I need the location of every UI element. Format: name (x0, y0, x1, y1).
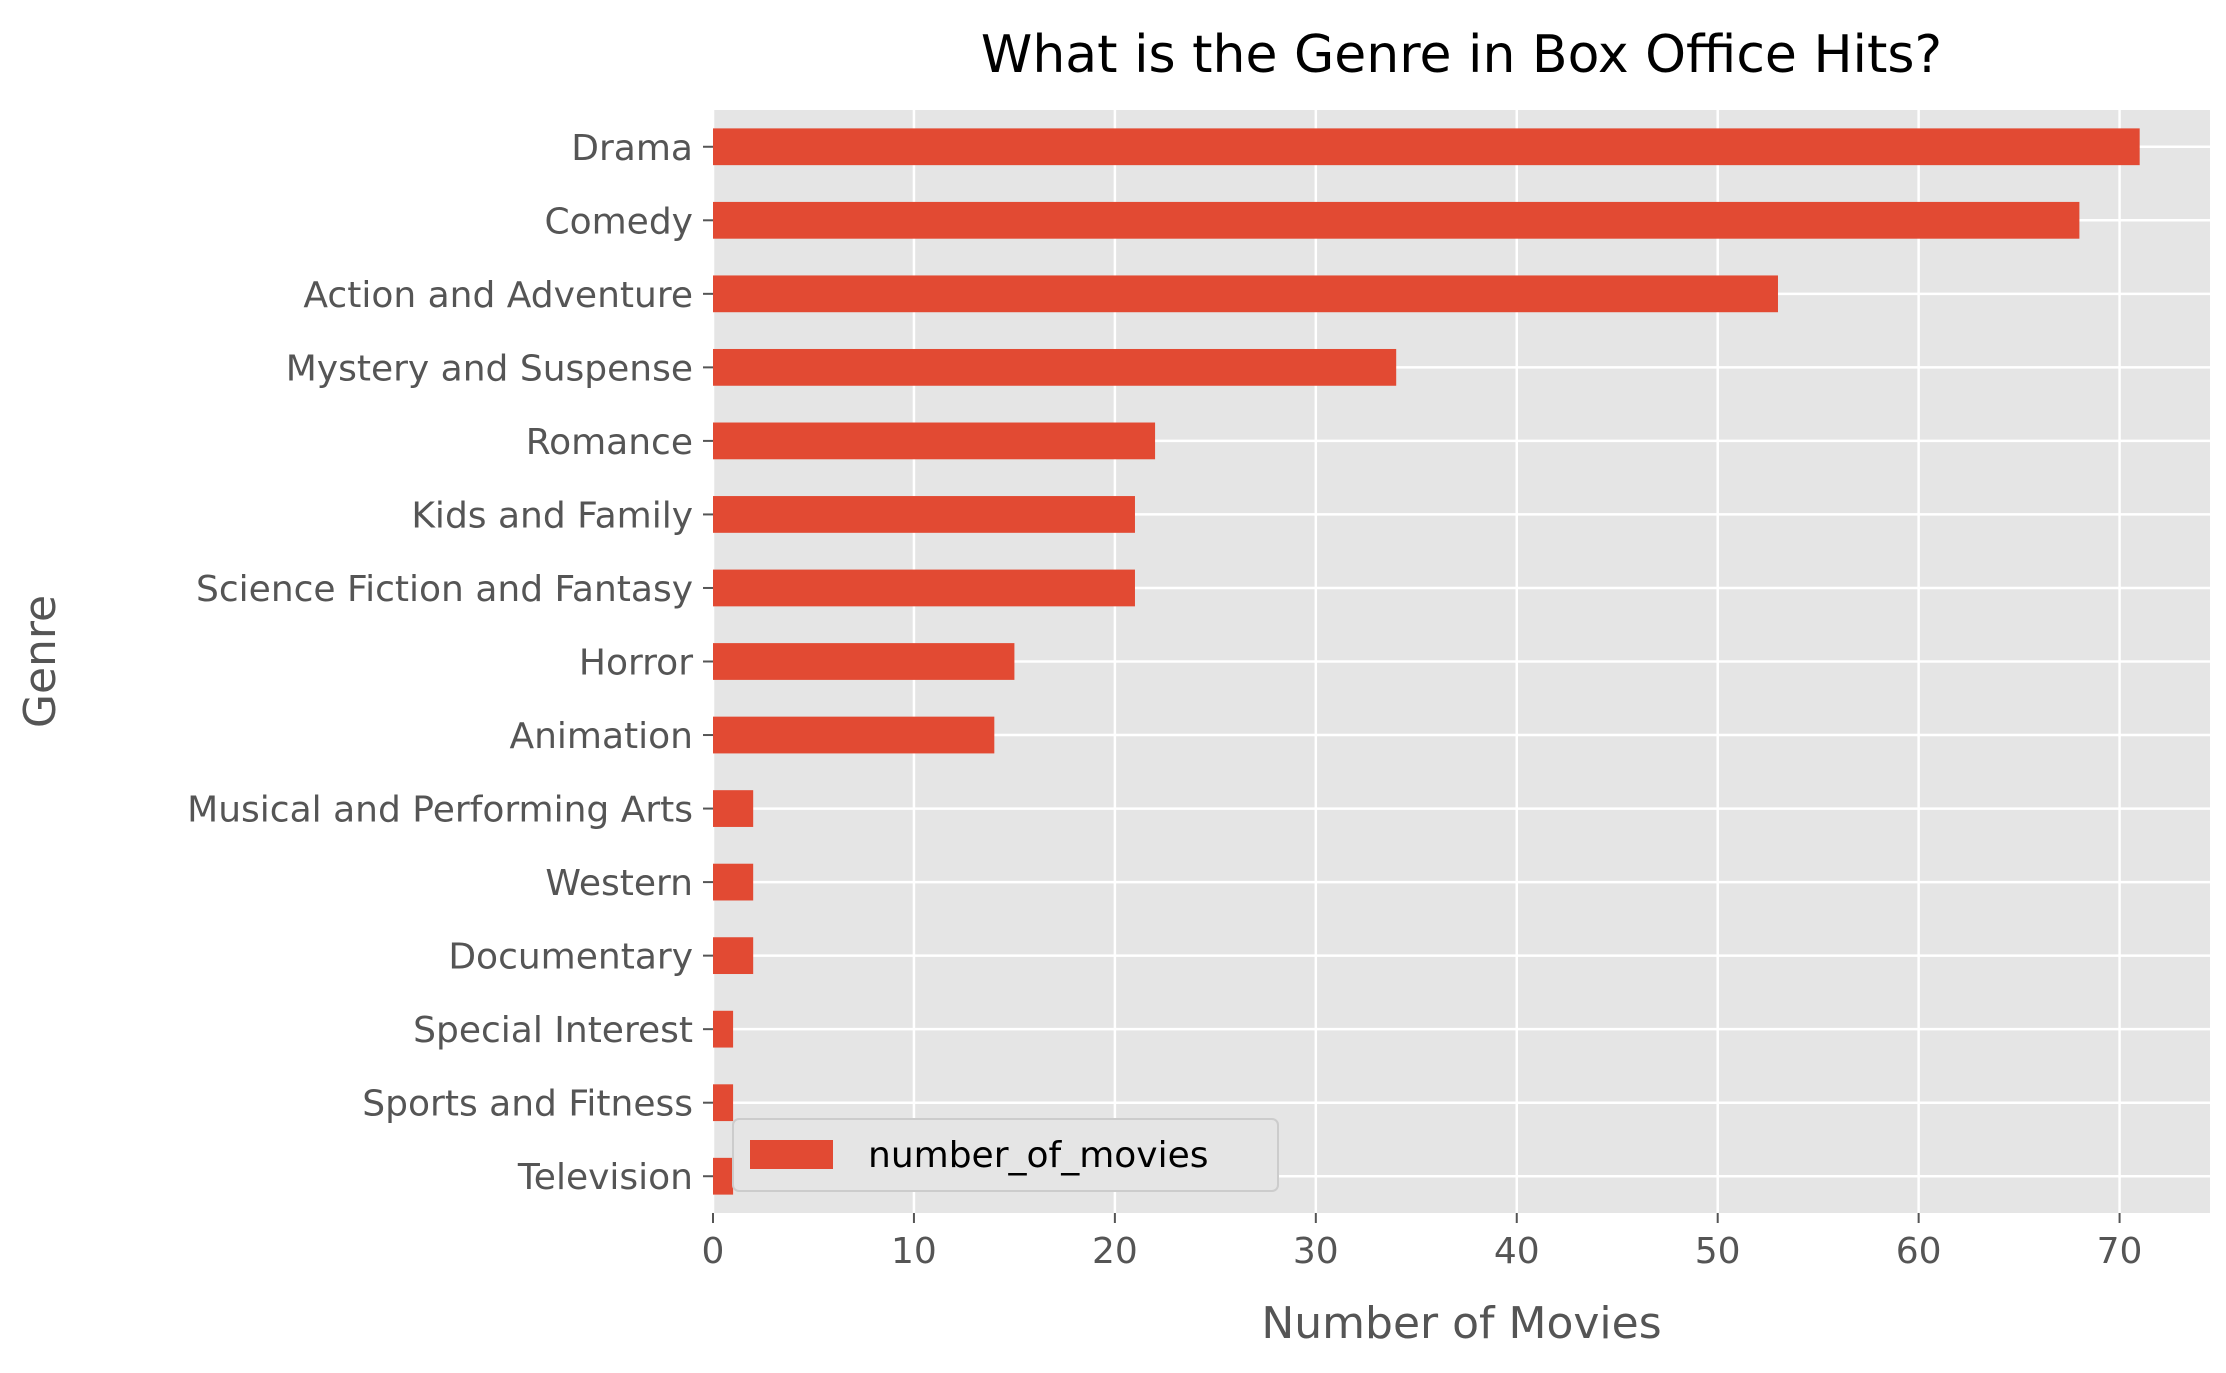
bar (713, 348, 1397, 386)
y-tick-label: Special Interest (413, 1010, 693, 1051)
y-tick-label: Romance (526, 422, 693, 463)
x-tick-label: 30 (1293, 1231, 1339, 1272)
y-tick-label: Sports and Fitness (362, 1084, 693, 1125)
x-tick-label: 10 (891, 1231, 937, 1272)
y-tick-label: Mystery and Suspense (286, 348, 693, 389)
y-tick-label: Science Fiction and Fantasy (196, 569, 693, 610)
y-axis-ticks: Drama Comedy Action and Adventure Mystery a… (187, 128, 713, 1198)
bar (713, 275, 1778, 313)
x-axis-ticks: 0 10 20 30 40 50 60 70 (702, 1213, 2143, 1272)
y-tick-label: Animation (509, 716, 693, 757)
legend-box (732, 1118, 1279, 1192)
legend-label: number_of_movies (868, 1135, 1209, 1176)
bar (713, 863, 754, 901)
bar (713, 937, 754, 975)
y-tick-label: Television (517, 1157, 693, 1198)
x-tick-label: 50 (1695, 1231, 1741, 1272)
y-tick-label: Horror (579, 643, 693, 684)
bar (713, 1157, 734, 1195)
y-tick-label: Documentary (448, 937, 693, 978)
bar (713, 1084, 734, 1122)
y-tick-label: Action and Adventure (303, 275, 693, 316)
bar (713, 496, 1135, 533)
bar (713, 716, 995, 754)
y-tick-label: Kids and Family (411, 495, 693, 536)
x-tick-label: 20 (1092, 1231, 1138, 1272)
x-tick-label: 0 (702, 1231, 725, 1272)
x-tick-label: 40 (1494, 1231, 1540, 1272)
x-tick-label: 60 (1896, 1231, 1942, 1272)
y-tick-label: Drama (571, 128, 693, 169)
legend: number_of_movies (732, 1118, 1279, 1192)
bar (713, 643, 1015, 680)
x-axis-label: Number of Movies (1261, 1298, 1661, 1349)
bar (713, 1010, 734, 1048)
x-tick-label: 70 (2097, 1231, 2143, 1272)
bar (713, 569, 1135, 607)
bar (713, 128, 2140, 166)
bars (713, 128, 2140, 1195)
y-tick-label: Comedy (544, 201, 693, 242)
bar (713, 790, 754, 827)
y-tick-label: Musical and Performing Arts (187, 790, 693, 831)
bar (713, 422, 1156, 460)
y-tick-label: Western (545, 863, 693, 904)
bar (713, 201, 2080, 239)
chart-title: What is the Genre in Box Office Hits? (981, 25, 1942, 85)
legend-swatch (750, 1140, 833, 1169)
y-axis-label: Genre (15, 595, 66, 728)
